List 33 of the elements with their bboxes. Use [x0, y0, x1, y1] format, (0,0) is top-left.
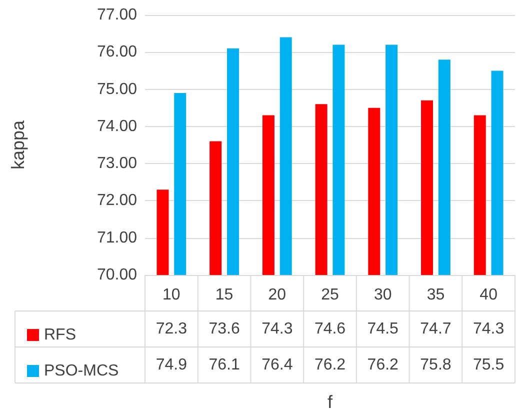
data-label: 76.2 — [367, 356, 399, 374]
x-axis-title: f — [327, 392, 334, 412]
data-label: 74.5 — [367, 320, 399, 338]
y-tick-label: 72.00 — [96, 192, 138, 210]
legend-label: PSO-MCS — [44, 362, 119, 380]
data-label: 76.2 — [314, 356, 346, 374]
y-tick-label: 77.00 — [96, 6, 138, 24]
x-tick-label: 15 — [215, 286, 234, 304]
x-tick-label: 25 — [321, 286, 339, 304]
y-tick-label: 76.00 — [96, 44, 138, 61]
x-tick-label: 30 — [374, 286, 392, 304]
data-label: 74.9 — [156, 356, 188, 374]
x-tick-label: 40 — [480, 286, 498, 304]
data-label: 76.4 — [262, 356, 293, 374]
x-tick-label: 10 — [162, 286, 180, 304]
y-tick-label: 75.00 — [96, 80, 138, 98]
y-tick-label: 74.00 — [96, 118, 138, 135]
data-label: 73.6 — [208, 320, 240, 338]
y-tick-label: 70.00 — [96, 266, 138, 284]
x-tick-label: 20 — [268, 286, 286, 304]
data-label: 75.8 — [420, 356, 452, 374]
y-tick-label: 71.00 — [96, 229, 138, 246]
data-label: 74.3 — [262, 320, 293, 338]
data-label: 74.3 — [473, 320, 504, 338]
data-label: 74.6 — [314, 320, 346, 338]
data-label: 76.1 — [208, 356, 240, 374]
y-tick-label: 73.00 — [96, 155, 138, 172]
data-label: 74.7 — [420, 320, 452, 338]
data-label: 72.3 — [156, 320, 188, 338]
x-tick-label: 35 — [426, 286, 445, 304]
legend-label: RFS — [44, 326, 76, 344]
y-axis-title: kappa — [8, 119, 28, 170]
data-label: 75.5 — [473, 356, 504, 374]
